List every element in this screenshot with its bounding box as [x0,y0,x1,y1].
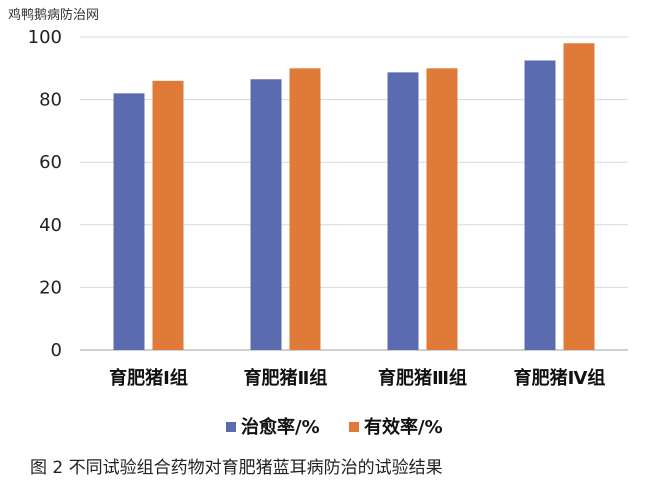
legend: 治愈率/% 有效率/% [226,416,443,438]
x-tick-label: 育肥猪Ⅰ组 [109,367,188,389]
bar-cure-rate [387,72,419,350]
x-tick-label: 育肥猪Ⅳ组 [514,367,606,389]
y-tick-label: 20 [39,277,62,298]
y-tick-label: 40 [39,215,62,236]
bar-cure-rate [524,60,556,350]
y-axis-ticks: 0 20 40 60 80 100 [28,27,62,361]
x-tick-label: 育肥猪Ⅱ组 [244,367,328,389]
legend-swatch [349,422,359,432]
x-tick-label: 育肥猪Ⅲ组 [378,367,467,389]
bar-effective-rate [563,43,595,350]
watermark: 鸡鸭鹅病防治网 [8,8,100,23]
x-axis-labels: 育肥猪Ⅰ组 育肥猪Ⅱ组 育肥猪Ⅲ组 育肥猪Ⅳ组 [109,367,605,389]
y-tick-label: 100 [28,27,62,48]
bar-cure-rate [250,79,282,350]
bar-effective-rate [426,68,458,351]
y-tick-label: 60 [39,152,62,173]
legend-label: 有效率/% [364,416,443,438]
y-tick-label: 80 [39,90,62,111]
bar-effective-rate [152,80,184,350]
y-tick-label: 0 [51,340,62,361]
legend-label: 治愈率/% [241,416,320,438]
legend-swatch [226,422,236,432]
bar-effective-rate [289,68,321,351]
bar-cure-rate [113,93,145,350]
bars [113,43,595,351]
figure-caption: 图 2 不同试验组合药物对育肥猪蓝耳病防治的试验结果 [30,458,443,478]
